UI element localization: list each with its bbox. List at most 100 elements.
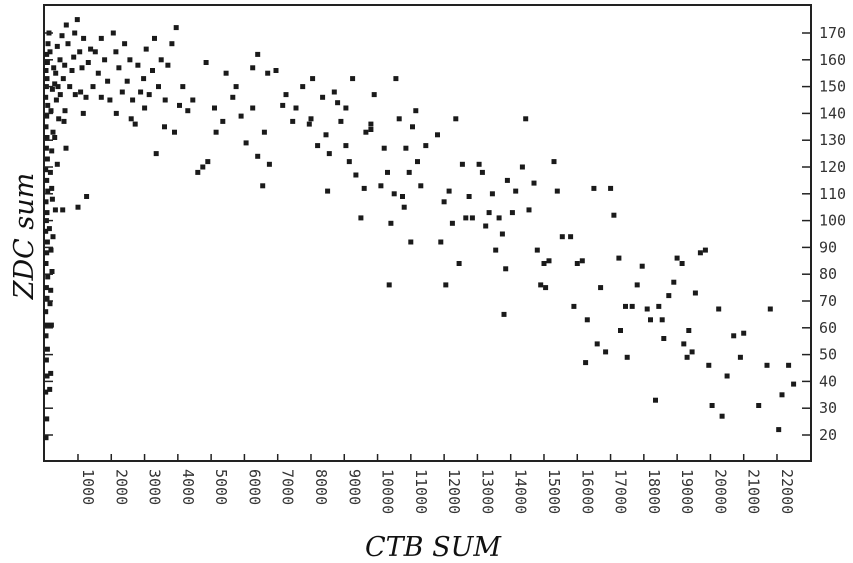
data-point	[49, 86, 55, 92]
data-point	[483, 223, 489, 229]
data-point	[571, 303, 577, 309]
data-point	[62, 62, 68, 68]
y-tick-label: 150	[819, 78, 846, 96]
data-point	[489, 191, 495, 197]
x-tick-label: 3000	[146, 469, 164, 505]
data-point	[403, 145, 409, 151]
data-point	[141, 76, 147, 82]
data-point	[418, 183, 424, 189]
x-tick-label: 7000	[279, 469, 297, 505]
data-point	[250, 65, 256, 71]
data-point	[400, 194, 405, 199]
data-point	[702, 247, 708, 253]
data-point	[776, 427, 782, 433]
data-point	[57, 92, 63, 98]
data-point	[67, 84, 73, 90]
data-point	[49, 148, 55, 154]
data-point	[353, 172, 359, 178]
data-point	[603, 349, 609, 355]
data-point	[273, 68, 279, 73]
data-point	[92, 49, 98, 55]
data-point	[48, 247, 54, 253]
data-point	[541, 261, 547, 266]
data-point	[43, 145, 49, 151]
data-point	[415, 159, 420, 165]
data-point	[378, 183, 384, 189]
x-tick-label: 20000	[711, 469, 729, 514]
data-point	[616, 255, 622, 261]
data-point	[43, 124, 49, 130]
data-point	[486, 210, 492, 216]
data-points	[43, 17, 797, 441]
data-point	[335, 100, 341, 106]
data-point	[756, 403, 762, 408]
data-point	[200, 164, 206, 170]
y-axis-ticks: 20 30 40 50 60 70 80 90 100 110 120 130 140 150 160 170	[44, 24, 846, 444]
x-tick-label: 10000	[379, 469, 397, 514]
data-point	[493, 247, 499, 253]
data-point	[44, 322, 50, 328]
data-point	[44, 51, 50, 57]
data-point	[119, 89, 125, 95]
data-point	[358, 215, 364, 221]
data-point	[779, 392, 785, 398]
data-point	[476, 161, 482, 167]
data-point	[618, 328, 623, 333]
data-point	[767, 306, 773, 312]
data-point	[388, 220, 394, 226]
data-point	[45, 188, 51, 194]
data-point	[212, 105, 217, 111]
x-axis-title: CTB SUM	[365, 532, 502, 563]
data-point	[504, 177, 510, 183]
data-point	[98, 94, 104, 100]
data-point	[43, 285, 49, 291]
data-point	[88, 46, 94, 52]
data-point	[386, 282, 392, 288]
data-point	[138, 89, 144, 95]
data-point	[220, 118, 226, 124]
data-point	[526, 207, 532, 213]
data-point	[44, 239, 50, 245]
y-tick-label: 140	[819, 104, 846, 122]
data-point	[519, 164, 525, 170]
x-tick-label: 15000	[545, 469, 563, 514]
data-point	[325, 188, 331, 194]
y-tick-label: 110	[819, 185, 846, 203]
data-point	[85, 60, 91, 65]
data-point	[554, 188, 560, 194]
data-point	[110, 30, 116, 36]
data-point	[79, 65, 85, 71]
y-tick-label: 20	[819, 426, 837, 444]
data-point	[250, 105, 256, 111]
y-tick-label: 160	[819, 51, 846, 69]
data-point	[501, 311, 507, 317]
data-point	[44, 113, 50, 119]
data-point	[98, 35, 104, 41]
data-point	[81, 35, 87, 41]
y-axis-title: ZDC sum	[9, 173, 40, 301]
data-point	[546, 258, 552, 264]
y-tick-label: 60	[819, 319, 837, 337]
data-point	[153, 151, 159, 157]
data-point	[406, 169, 412, 175]
data-point	[47, 301, 53, 307]
data-point	[449, 220, 455, 226]
data-point	[363, 129, 369, 135]
data-point	[50, 234, 56, 240]
x-tick-label: 16000	[578, 469, 596, 514]
data-point	[594, 341, 600, 347]
data-point	[43, 261, 49, 266]
data-point	[75, 204, 81, 210]
x-tick-label: 13000	[478, 469, 496, 514]
data-point	[255, 153, 261, 159]
data-point	[43, 357, 49, 363]
data-point	[213, 129, 219, 135]
data-point	[331, 89, 337, 95]
data-point	[697, 250, 703, 256]
data-point	[45, 102, 51, 108]
data-point	[346, 159, 352, 165]
data-point	[43, 228, 49, 234]
data-point	[479, 169, 485, 175]
data-point	[72, 30, 78, 36]
y-tick-label: 170	[819, 24, 846, 42]
